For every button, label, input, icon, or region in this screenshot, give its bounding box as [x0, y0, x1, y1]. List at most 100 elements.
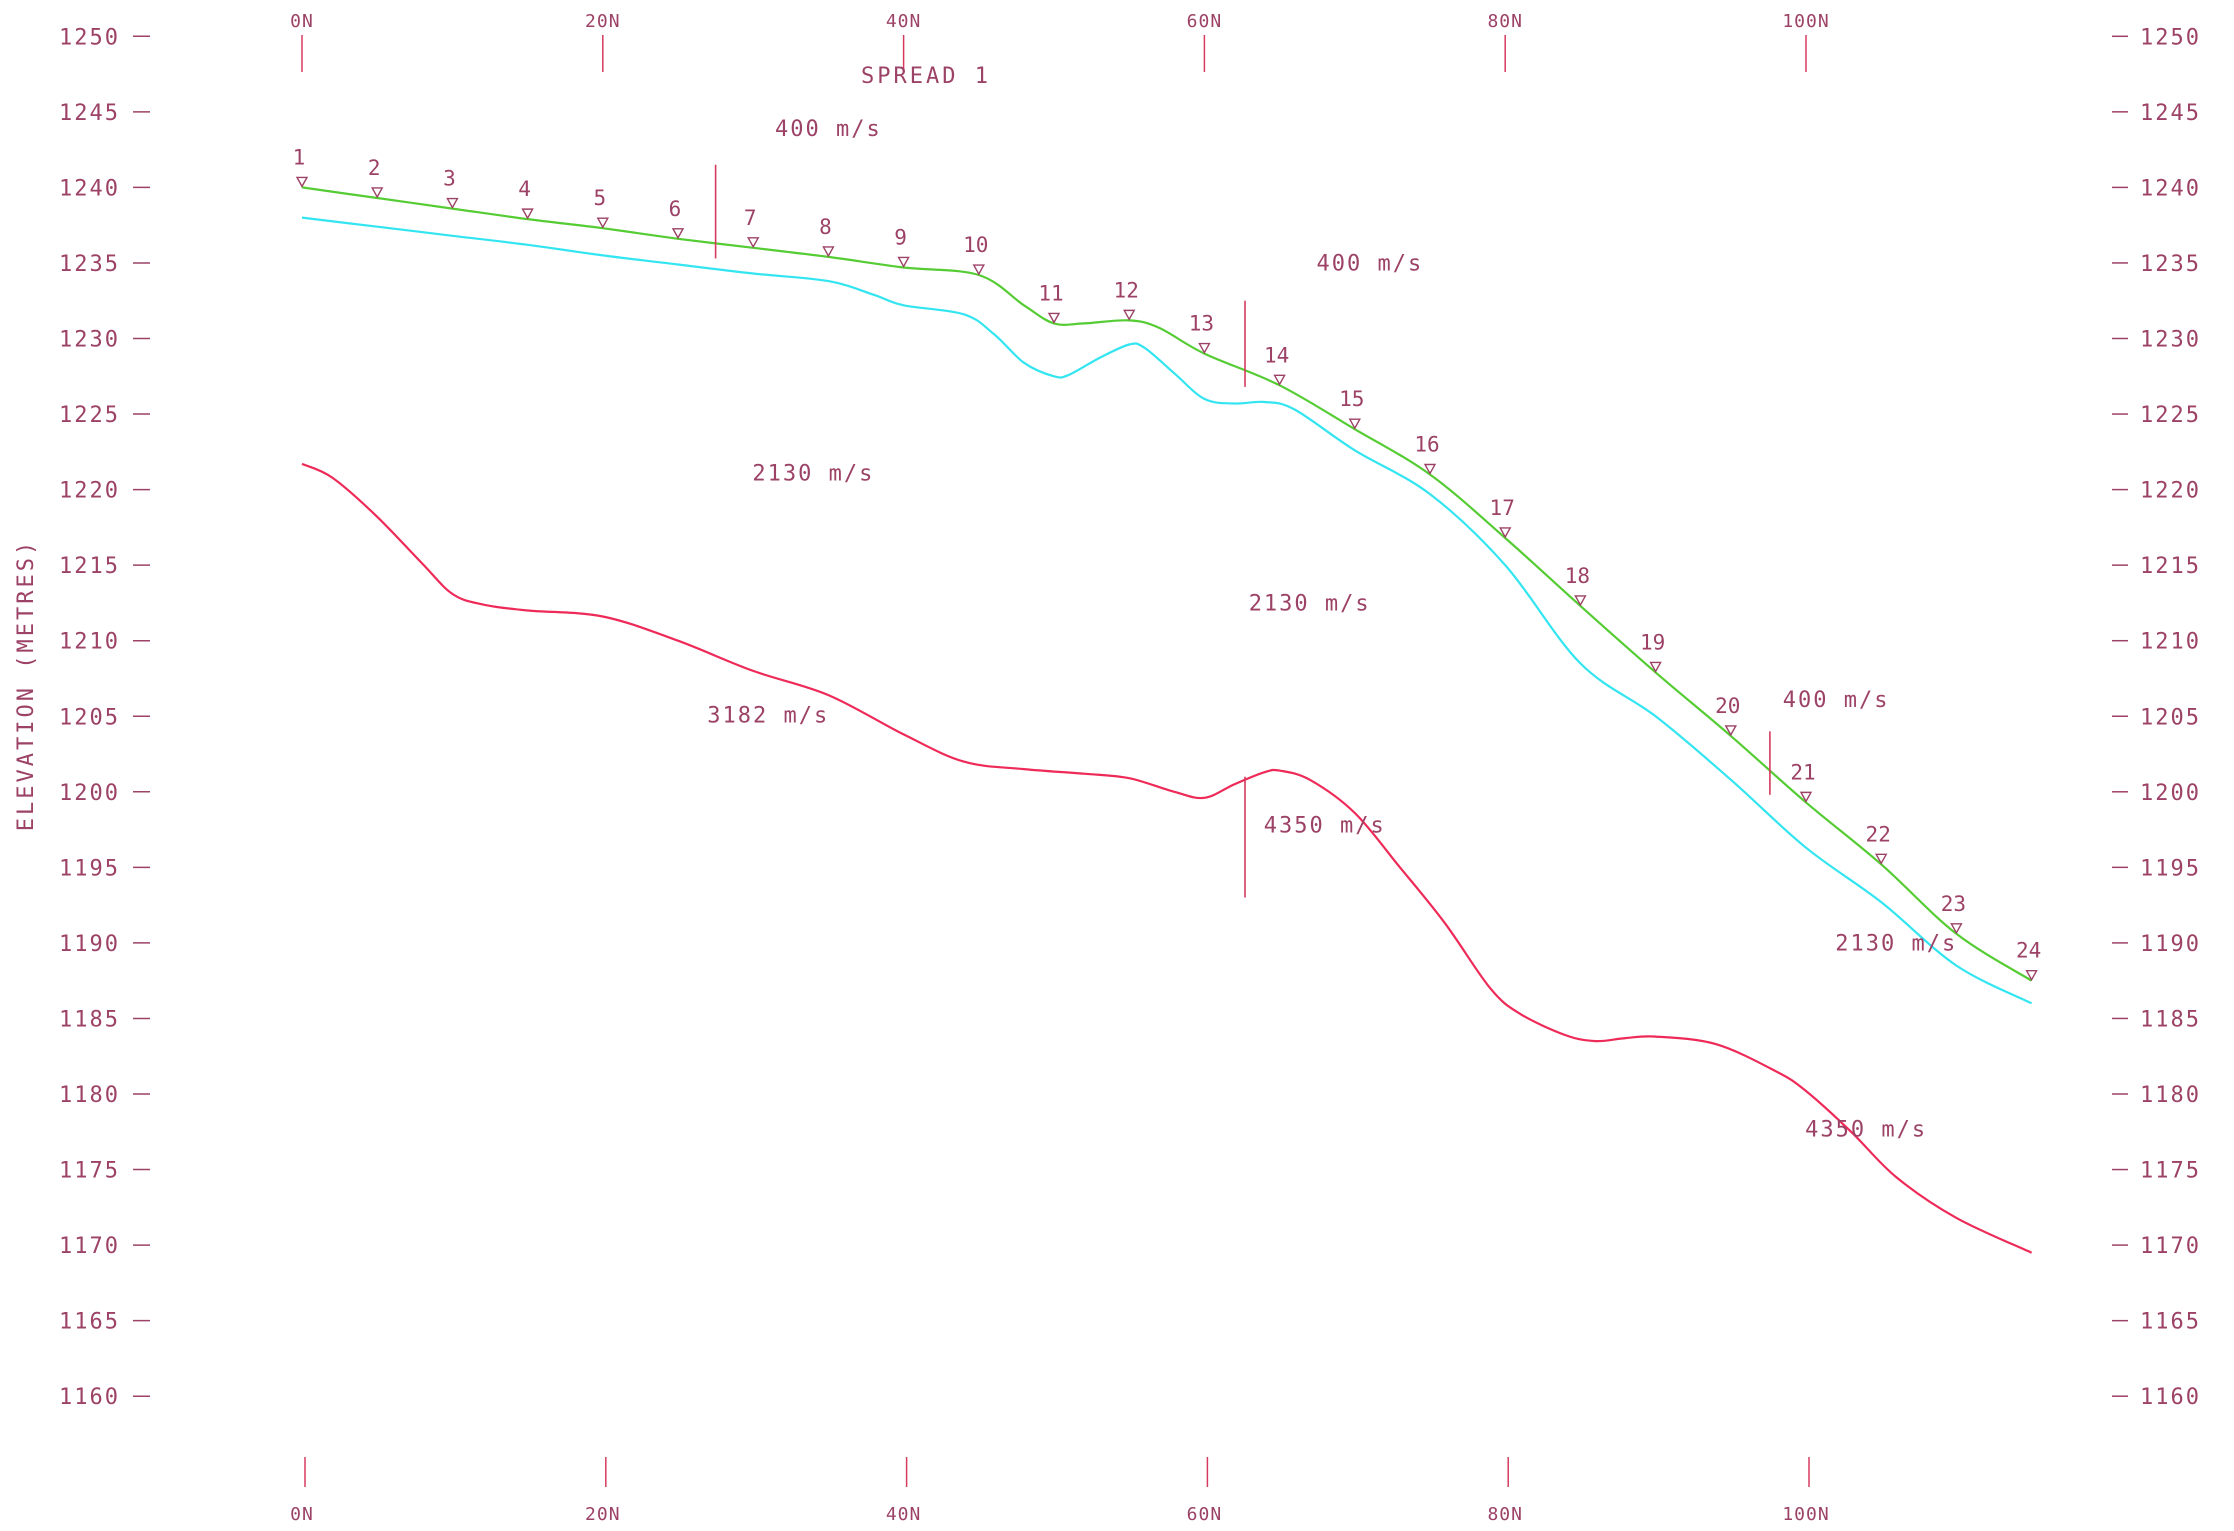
chart-title: SPREAD 1	[861, 64, 991, 89]
velocity-annotation: 4350 m/s	[1264, 814, 1386, 839]
y-tick-label-left: 1205	[59, 705, 120, 730]
geophone-marker	[747, 237, 760, 249]
ground-surface-line	[301, 186, 2033, 982]
y-tick-label-right: 1160	[2140, 1385, 2201, 1410]
velocity-break-markers	[714, 164, 1771, 898]
geophone-marker	[2025, 969, 2038, 982]
geophone-marker	[1799, 791, 1813, 803]
velocity-annotation: 4350 m/s	[1805, 1117, 1927, 1142]
geophone-label: 1	[293, 145, 306, 169]
velocity-annotation: 400 m/s	[1316, 252, 1423, 277]
geophone-label: 14	[1264, 343, 1289, 367]
velocity-annotation: 2130 m/s	[1249, 591, 1371, 616]
geophone-label: 8	[819, 215, 832, 239]
geophone-label: 12	[1114, 278, 1139, 302]
x-tick-label-top: 40N	[886, 11, 922, 32]
geophone-marker	[1499, 527, 1512, 539]
geophone-label: 7	[744, 206, 757, 230]
geophone-marker	[446, 197, 459, 209]
y-tick-label-right: 1220	[2140, 479, 2201, 504]
y-tick-label-right: 1180	[2140, 1083, 2201, 1108]
geophone-marker	[1423, 463, 1437, 475]
geophone-label: 17	[1490, 496, 1515, 520]
y-tick-label-left: 1170	[59, 1234, 120, 1259]
geophone-marker	[596, 217, 609, 229]
y-tick-label-right: 1195	[2140, 856, 2201, 881]
y-tick-label-right: 1215	[2140, 554, 2201, 579]
bedrock-refractor-line	[301, 462, 2033, 1254]
y-tick-label-left: 1245	[59, 101, 120, 126]
y-tick-label-right: 1245	[2140, 101, 2201, 126]
y-tick-label-right: 1205	[2140, 705, 2201, 730]
y-tick-label-right: 1250	[2140, 25, 2201, 50]
geophone-label: 15	[1339, 387, 1364, 411]
y-tick-label-right: 1200	[2140, 781, 2201, 806]
y-tick-label-left: 1195	[59, 856, 120, 881]
geophone-label: 10	[963, 233, 988, 257]
y-tick-label-left: 1175	[59, 1159, 120, 1184]
geophone-marker	[1047, 312, 1061, 324]
weathered-layer-base-line	[301, 216, 2033, 1005]
y-tick-label-right: 1175	[2140, 1159, 2201, 1184]
y-tick-label-left: 1225	[59, 403, 120, 428]
geophone-marker	[1348, 418, 1361, 430]
y-tick-label-right: 1230	[2140, 328, 2201, 353]
y-tick-label-left: 1215	[59, 554, 120, 579]
x-tick-label-bottom: 0N	[290, 1504, 314, 1525]
geophone-label: 22	[1866, 822, 1891, 846]
geophone-label: 21	[1790, 760, 1815, 784]
geophone-label: 13	[1189, 312, 1214, 336]
geophone-marker	[671, 228, 685, 240]
y-tick-label-right: 1185	[2140, 1007, 2201, 1032]
geophone-label: 5	[593, 186, 606, 210]
y-tick-label-left: 1165	[59, 1310, 120, 1335]
geophone-marker	[1123, 309, 1136, 321]
geophone-label: 20	[1715, 694, 1740, 718]
x-tick-label-bottom: 80N	[1487, 1504, 1523, 1525]
x-tick-label-bottom: 100N	[1782, 1504, 1829, 1525]
geophone-marker	[1273, 374, 1286, 386]
x-tick-label-top: 60N	[1187, 11, 1223, 32]
velocity-annotation: 2130 m/s	[1835, 931, 1957, 956]
geophone-marker	[972, 264, 985, 276]
y-tick-label-left: 1180	[59, 1083, 120, 1108]
geophone-marker	[1649, 661, 1662, 673]
geophone-label: 16	[1414, 432, 1439, 456]
geophone-marker	[1724, 725, 1737, 737]
geophone-label: 18	[1565, 564, 1590, 588]
velocity-annotation: 400 m/s	[775, 117, 882, 142]
geophone-marker	[1198, 342, 1211, 355]
y-tick-label-right: 1190	[2140, 932, 2201, 957]
velocity-annotation: 3182 m/s	[707, 703, 829, 728]
y-tick-label-right: 1165	[2140, 1310, 2201, 1335]
geophone-label: 3	[443, 167, 456, 191]
y-tick-label-left: 1230	[59, 328, 120, 353]
x-tick-label-top: 20N	[585, 11, 621, 32]
y-tick-label-left: 1210	[59, 630, 120, 655]
y-tick-label-left: 1200	[59, 781, 120, 806]
y-tick-label-left: 1220	[59, 479, 120, 504]
geophone-marker	[1574, 595, 1587, 607]
y-tick-label-right: 1210	[2140, 630, 2201, 655]
geophone-label: 4	[518, 177, 531, 201]
y-tick-label-right: 1240	[2140, 176, 2201, 201]
geophone-label: 23	[1941, 892, 1966, 916]
geophone-marker	[897, 256, 910, 268]
geophone-label: 9	[894, 225, 907, 249]
y-tick-label-left: 1240	[59, 176, 120, 201]
series-lines	[301, 186, 2033, 1254]
geophone-label: 19	[1640, 630, 1665, 654]
geophone-marker	[1875, 853, 1888, 865]
geophone-marker	[371, 187, 384, 199]
x-tick-label-bottom: 20N	[585, 1504, 621, 1525]
geophone-label: 6	[669, 197, 682, 221]
y-tick-label-left: 1185	[59, 1007, 120, 1032]
x-tick-label-bottom: 60N	[1187, 1504, 1223, 1525]
geophone-marker	[1950, 923, 1963, 935]
geophone-label: 2	[368, 156, 381, 180]
y-axis-label: ELEVATION (METRES)	[14, 539, 39, 831]
